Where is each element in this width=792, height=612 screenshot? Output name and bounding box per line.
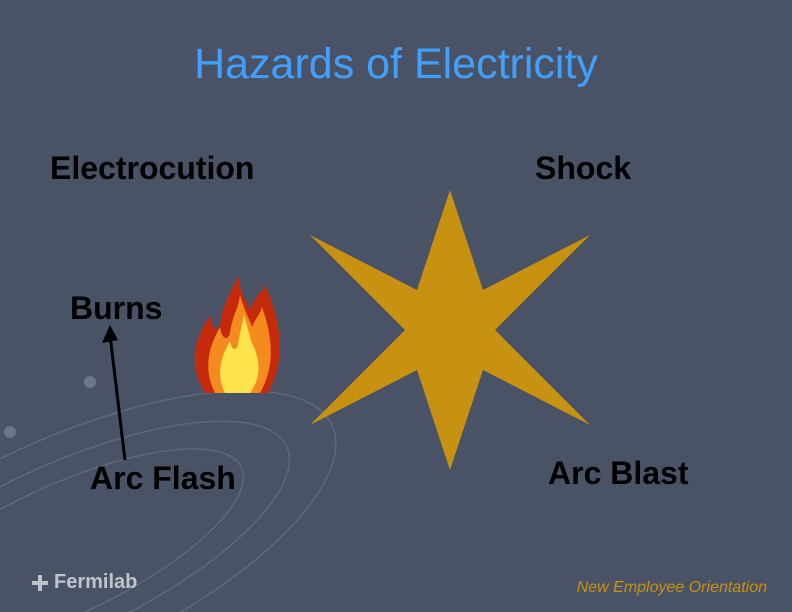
fermilab-logo: Fermilab <box>30 571 137 594</box>
label-shock: Shock <box>535 150 631 187</box>
footer-text: New Employee Orientation <box>577 579 767 597</box>
fire-icon <box>190 275 285 395</box>
label-burns: Burns <box>70 290 162 327</box>
slide-title: Hazards of Electricity <box>0 40 792 89</box>
fermilab-logo-icon <box>30 573 50 593</box>
label-arc-flash: Arc Flash <box>90 460 236 497</box>
background-orbits <box>0 272 340 612</box>
arrow-icon <box>100 325 140 465</box>
fermilab-logo-text: Fermilab <box>54 571 137 594</box>
slide: Hazards of Electricity Electrocution Sho… <box>0 0 792 612</box>
star-icon <box>310 190 590 470</box>
label-electrocution: Electrocution <box>50 150 254 187</box>
